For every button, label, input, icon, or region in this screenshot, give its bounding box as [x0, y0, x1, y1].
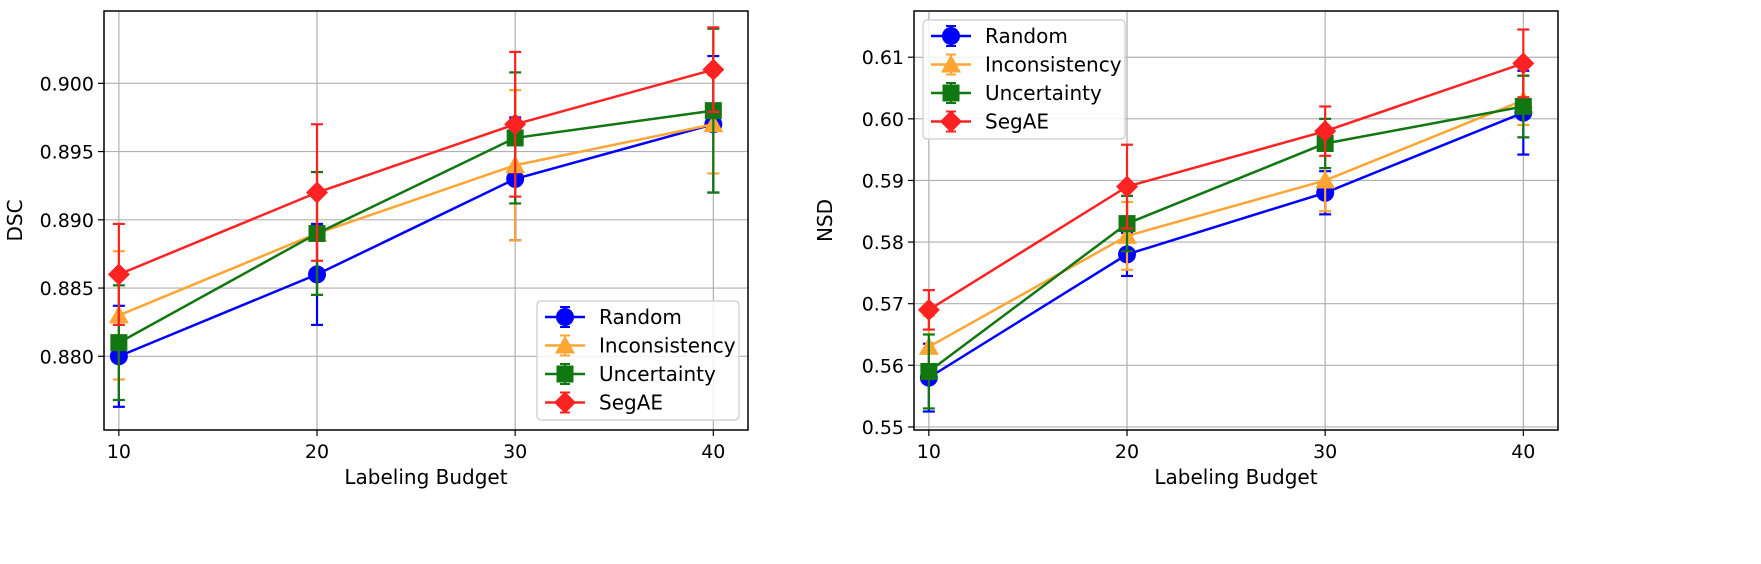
data-point — [1314, 120, 1337, 143]
data-point — [110, 334, 128, 352]
x-tick-label: 30 — [1313, 441, 1337, 463]
legend-label: Random — [599, 305, 682, 329]
series-line-segae — [118, 68, 714, 276]
y-tick-label: 0.58 — [862, 232, 904, 254]
y-tick-label: 0.880 — [40, 346, 94, 368]
data-point — [920, 362, 938, 380]
legend-item-inconsistency: Inconsistency — [931, 53, 1122, 77]
y-tick-label: 0.57 — [862, 294, 904, 316]
legend-item-random: Random — [931, 24, 1068, 48]
y-tick-label: 0.61 — [862, 47, 904, 69]
data-point — [504, 113, 527, 136]
series-line-random — [118, 123, 714, 358]
legend-label: Uncertainty — [599, 362, 716, 386]
x-axis: 10 20 30 40 — [917, 430, 1535, 463]
legend-item-random: Random — [545, 305, 682, 329]
x-tick-label: 20 — [305, 441, 329, 463]
data-point — [107, 263, 130, 286]
legend-marker — [556, 365, 574, 383]
data-point — [1116, 175, 1139, 198]
y-axis: 0.880 0.885 0.890 0.895 0.900 — [40, 73, 104, 368]
chart-nsd: 10 20 30 40 0.55 0.56 0.57 0.58 0.59 0.60 0.61 Labe… — [813, 10, 1559, 489]
plot-frame — [103, 10, 749, 431]
data-point — [1514, 98, 1532, 116]
legend: Random Inconsistency Uncertainty SegAE — [536, 300, 740, 421]
legend-item-uncertainty: Uncertainty — [931, 81, 1102, 105]
x-axis-label: Labeling Budget — [1154, 465, 1317, 489]
x-tick-label: 20 — [1115, 441, 1139, 463]
legend-item-segae: SegAE — [545, 391, 663, 415]
series-segae — [107, 26, 725, 327]
y-axis-label: DSC — [3, 199, 27, 241]
y-tick-label: 0.59 — [862, 170, 904, 192]
y-tick-label: 0.56 — [862, 355, 904, 377]
x-tick-label: 10 — [107, 441, 131, 463]
series-line-inconsistency — [118, 123, 714, 317]
y-tick-label: 0.890 — [40, 210, 94, 232]
legend-box — [536, 300, 740, 421]
legend-marker — [942, 27, 960, 45]
x-axis: 10 20 30 40 — [107, 430, 725, 463]
series-line-inconsistency — [928, 99, 1524, 348]
data-point — [1315, 170, 1336, 189]
data-point — [306, 181, 329, 204]
x-tick-label: 40 — [1511, 441, 1535, 463]
x-tick-label: 40 — [701, 441, 725, 463]
series-line-random — [928, 111, 1524, 379]
x-tick-label: 30 — [503, 441, 527, 463]
series-line-uncertainty — [928, 105, 1524, 373]
y-tick-label: 0.895 — [40, 142, 94, 164]
data-point — [917, 298, 940, 321]
legend-label: SegAE — [599, 391, 663, 415]
legend-marker — [555, 335, 575, 354]
legend-label: SegAE — [985, 110, 1049, 134]
series-line-uncertainty — [118, 109, 714, 344]
legend-marker — [554, 391, 576, 414]
y-axis: 0.55 0.56 0.57 0.58 0.59 0.60 0.61 — [862, 47, 914, 439]
legend-marker — [556, 308, 574, 326]
legend-item-uncertainty: Uncertainty — [545, 362, 716, 386]
series-line-segae — [928, 62, 1524, 311]
legend-item-inconsistency: Inconsistency — [545, 334, 736, 358]
legend-label: Uncertainty — [985, 81, 1102, 105]
legend-box — [922, 19, 1126, 140]
chart-dsc: 10 20 30 40 0.880 0.885 0.890 0.895 0.900 Labelin… — [3, 10, 749, 489]
legend-item-segae: SegAE — [931, 110, 1049, 134]
y-tick-label: 0.885 — [40, 278, 94, 300]
y-tick-label: 0.60 — [862, 109, 904, 131]
x-axis-label: Labeling Budget — [344, 465, 507, 489]
y-tick-label: 0.55 — [862, 417, 904, 439]
series-segae — [917, 28, 1535, 331]
plot-frame — [913, 10, 1559, 431]
legend: Random Inconsistency Uncertainty SegAE — [922, 19, 1126, 140]
data-point — [702, 58, 725, 81]
legend-marker — [940, 110, 962, 133]
legend-label: Random — [985, 24, 1068, 48]
data-point — [1512, 52, 1535, 75]
legend-marker — [941, 54, 961, 73]
legend-marker — [942, 84, 960, 102]
y-tick-label: 0.900 — [40, 73, 94, 95]
x-tick-label: 10 — [917, 441, 941, 463]
y-axis-label: NSD — [813, 199, 837, 242]
legend-label: Inconsistency — [985, 53, 1122, 77]
legend-label: Inconsistency — [599, 334, 736, 358]
